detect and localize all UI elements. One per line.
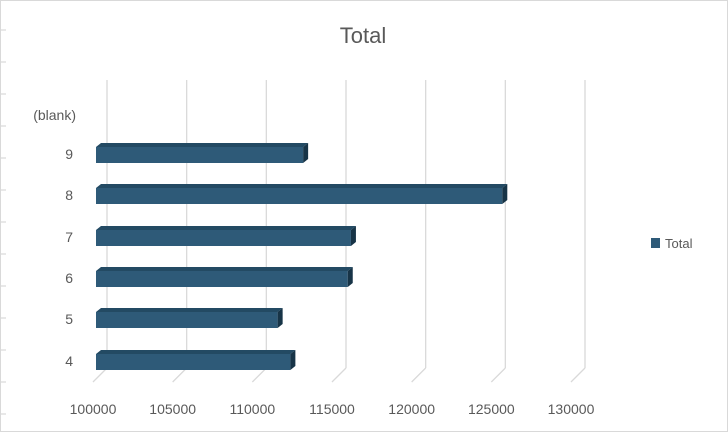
bar bbox=[96, 188, 503, 204]
legend: Total bbox=[651, 236, 693, 251]
y-tick-label: 9 bbox=[65, 146, 73, 162]
bar bbox=[96, 271, 348, 287]
x-tick-label: 100000 bbox=[70, 401, 117, 417]
bar-side bbox=[277, 308, 283, 328]
bar-top bbox=[96, 350, 296, 354]
y-tick-label: 5 bbox=[65, 311, 73, 327]
y-tick-label: 4 bbox=[65, 353, 73, 369]
bar-side bbox=[502, 184, 508, 204]
gridline-floor bbox=[490, 367, 506, 383]
bar bbox=[96, 312, 278, 328]
x-tick-label: 110000 bbox=[229, 401, 275, 417]
gridline-floor bbox=[92, 367, 108, 383]
legend-label: Total bbox=[665, 236, 693, 251]
y-tick-label: (blank) bbox=[33, 107, 76, 123]
y-tick-label: 6 bbox=[65, 270, 73, 286]
gridline-floor bbox=[570, 367, 586, 383]
bar-side bbox=[303, 143, 309, 163]
bar-top bbox=[96, 308, 283, 312]
bar-top bbox=[96, 226, 356, 230]
bar-top bbox=[96, 184, 508, 188]
y-tick-label: 7 bbox=[65, 229, 73, 245]
gridline-floor bbox=[251, 367, 267, 383]
bar-side bbox=[347, 267, 353, 287]
bar bbox=[96, 147, 304, 163]
x-tick-label: 120000 bbox=[388, 401, 435, 417]
bar bbox=[96, 230, 351, 246]
x-tick-label: 125000 bbox=[468, 401, 515, 417]
gridline-floor bbox=[331, 367, 347, 383]
y-tick-label: 8 bbox=[65, 187, 73, 203]
gridline-floor bbox=[411, 367, 427, 383]
bar-top bbox=[96, 267, 353, 271]
x-tick-label: 130000 bbox=[548, 401, 595, 417]
chart-title: Total bbox=[340, 23, 386, 48]
x-tick-label: 115000 bbox=[309, 401, 355, 417]
bar-side bbox=[290, 350, 296, 370]
bar bbox=[96, 354, 291, 370]
gridline-floor bbox=[172, 367, 188, 383]
legend-swatch bbox=[651, 238, 660, 248]
x-tick-label: 105000 bbox=[149, 401, 196, 417]
bar-side bbox=[350, 226, 356, 246]
bar-top bbox=[96, 143, 309, 147]
